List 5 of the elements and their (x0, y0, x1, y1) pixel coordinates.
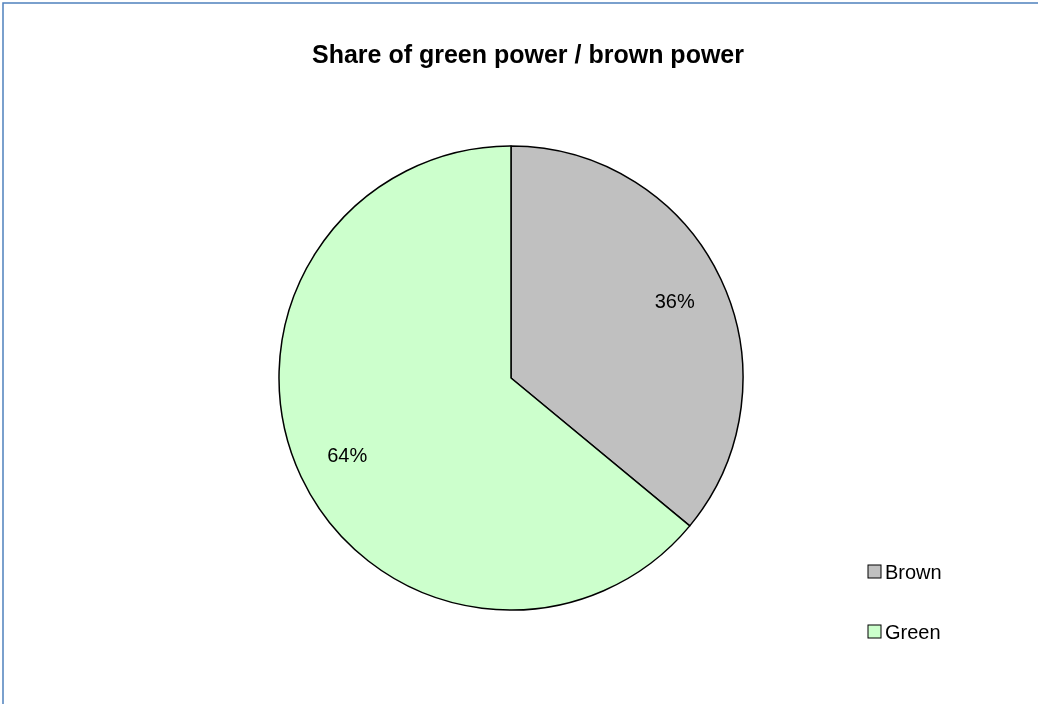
data-label: 64% (327, 444, 368, 467)
legend-label: Brown (885, 561, 942, 583)
data-label: 36% (654, 289, 695, 312)
legend-label: Green (885, 621, 941, 643)
chart-title: Share of green power / brown power (311, 40, 745, 68)
